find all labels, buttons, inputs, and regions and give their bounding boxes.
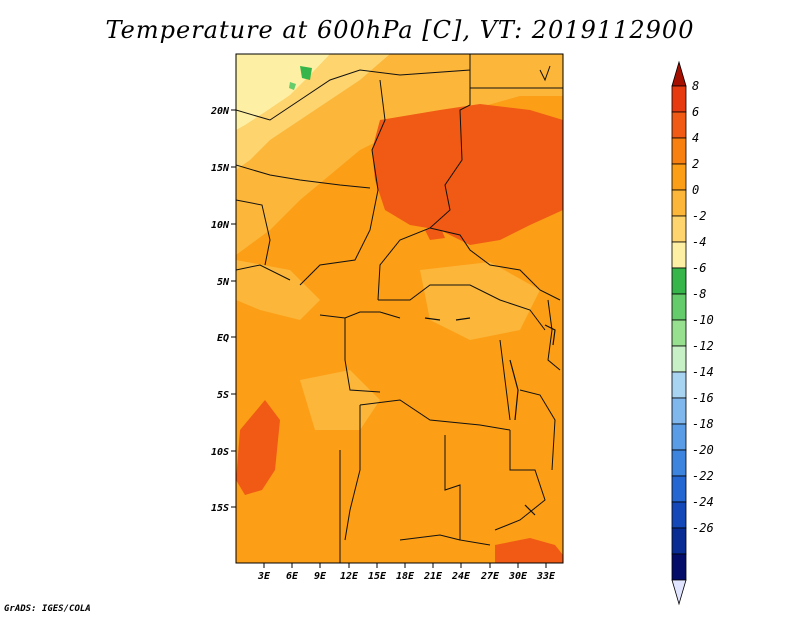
colorbar-label: -2 — [692, 209, 706, 223]
colorbar-label: -16 — [692, 391, 714, 405]
colorbar-label: -22 — [692, 469, 714, 483]
credit-text: GrADS: IGES/COLA — [4, 604, 91, 614]
colorbar-label: -8 — [692, 287, 706, 301]
colorbar-label: -26 — [692, 521, 714, 535]
colorbar-label: 8 — [692, 79, 699, 93]
colorbar-swatch — [671, 189, 687, 217]
colorbar-top-arrow — [671, 60, 687, 87]
lat-label: 15S — [211, 503, 229, 514]
colorbar-swatch — [671, 215, 687, 243]
lat-label: 5N — [217, 277, 230, 288]
colorbar-swatch — [671, 423, 687, 451]
colorbar-swatch — [671, 371, 687, 399]
lon-label: 18E — [396, 571, 415, 582]
colorbar-swatch — [671, 527, 687, 555]
lon-label: 6E — [286, 571, 299, 582]
lon-label: 12E — [340, 571, 359, 582]
map-frame — [235, 53, 564, 564]
lat-label: 20N — [210, 106, 230, 117]
colorbar-swatch — [671, 553, 687, 581]
lat-label: 5S — [217, 390, 229, 401]
colorbar-label: 0 — [692, 183, 699, 197]
colorbar-swatch — [671, 449, 687, 477]
colorbar-swatch — [671, 475, 687, 503]
colorbar: 8 6 4 2 0 -2 -4 -6 -8 -10 -12 -14 -16 -18 -20 -22 -24 -26 — [671, 60, 714, 606]
lon-label: 33E — [536, 571, 556, 582]
lon-label: 30E — [508, 571, 528, 582]
lon-label: 15E — [368, 571, 387, 582]
colorbar-label: -18 — [692, 417, 714, 431]
map-title: Temperature at 600hPa [C], VT: 201911290… — [105, 16, 695, 44]
lat-tick-marks — [231, 109, 236, 508]
colorbar-swatch — [671, 501, 687, 529]
colorbar-swatch — [671, 345, 687, 373]
colorbar-label: -14 — [692, 365, 714, 379]
colorbar-swatch — [671, 319, 687, 347]
colorbar-swatch — [671, 397, 687, 425]
colorbar-swatch — [671, 137, 687, 165]
lon-tick-marks — [263, 563, 547, 568]
colorbar-swatch — [671, 293, 687, 321]
lon-label: 27E — [480, 571, 500, 582]
lon-label: 24E — [451, 571, 471, 582]
colorbar-bottom-arrow — [671, 579, 687, 606]
colorbar-swatch — [671, 85, 687, 113]
colorbar-label: -20 — [692, 443, 714, 457]
lat-label: EQ — [217, 333, 229, 344]
colorbar-label: 2 — [692, 157, 699, 171]
lon-label: 9E — [314, 571, 327, 582]
colorbar-label: -6 — [692, 261, 706, 275]
lat-label: 15N — [211, 163, 230, 174]
colorbar-label: -24 — [692, 495, 714, 509]
colorbar-swatch — [671, 111, 687, 139]
colorbar-swatch — [671, 241, 687, 269]
colorbar-label: -4 — [692, 235, 706, 249]
colorbar-label: -12 — [692, 339, 714, 353]
lat-label: 10S — [211, 447, 229, 458]
colorbar-label: -10 — [692, 313, 714, 327]
lat-label: 10N — [211, 220, 230, 231]
lon-label: 3E — [257, 571, 271, 582]
colorbar-swatch — [671, 163, 687, 191]
temperature-field — [236, 54, 563, 563]
colorbar-swatch — [671, 267, 687, 295]
colorbar-label: 6 — [692, 105, 699, 119]
lon-label: 21E — [423, 571, 443, 582]
colorbar-label: 4 — [692, 131, 699, 145]
